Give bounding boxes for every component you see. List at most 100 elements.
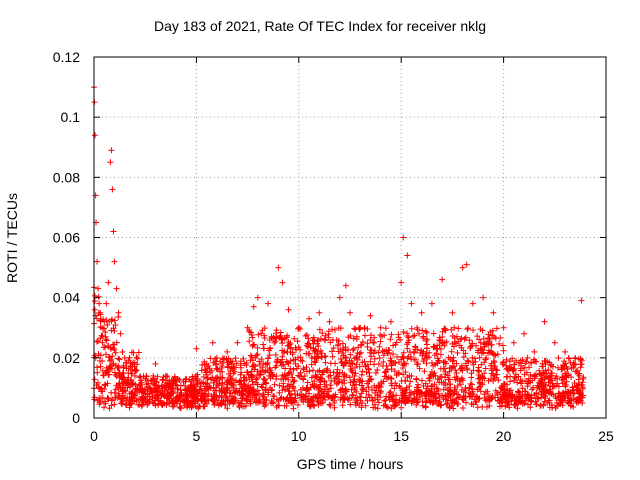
- data-marker: [448, 326, 455, 333]
- data-marker: [487, 362, 494, 369]
- data-marker: [203, 368, 210, 375]
- data-marker: [279, 353, 286, 360]
- data-marker: [198, 392, 205, 399]
- data-marker: [475, 372, 482, 379]
- data-marker: [473, 342, 480, 349]
- data-marker: [538, 391, 545, 398]
- data-marker: [205, 385, 212, 392]
- data-marker: [138, 401, 145, 408]
- data-marker: [132, 390, 139, 397]
- data-marker: [329, 326, 336, 333]
- data-marker: [234, 339, 241, 346]
- data-marker: [292, 391, 299, 398]
- data-marker: [504, 373, 511, 380]
- data-marker: [492, 352, 499, 359]
- y-tick-label: 0.02: [53, 350, 80, 366]
- data-marker: [351, 378, 358, 385]
- data-marker: [580, 374, 587, 381]
- data-marker: [148, 378, 155, 385]
- data-marker: [305, 350, 312, 357]
- data-marker: [361, 358, 368, 365]
- data-marker: [315, 374, 322, 381]
- data-marker: [109, 396, 116, 403]
- data-marker: [521, 388, 528, 395]
- data-marker: [285, 376, 292, 383]
- data-marker: [511, 397, 518, 404]
- data-marker: [273, 362, 280, 369]
- data-marker: [383, 403, 390, 410]
- data-marker: [112, 349, 119, 356]
- data-marker: [156, 398, 163, 405]
- data-marker: [339, 369, 346, 376]
- data-marker: [93, 338, 100, 345]
- data-marker: [400, 329, 407, 336]
- data-marker: [114, 364, 121, 371]
- data-marker: [296, 373, 303, 380]
- data-marker: [186, 376, 193, 383]
- x-tick-label: 15: [393, 428, 409, 444]
- data-marker: [465, 325, 472, 332]
- data-marker: [311, 353, 318, 360]
- data-marker: [210, 396, 217, 403]
- data-marker: [250, 361, 257, 368]
- data-marker: [260, 341, 267, 348]
- data-marker: [381, 373, 388, 380]
- data-marker: [311, 337, 318, 344]
- data-marker: [539, 371, 546, 378]
- data-marker: [565, 390, 572, 397]
- data-marker: [228, 358, 235, 365]
- data-marker: [490, 370, 497, 377]
- x-tick-label: 10: [291, 428, 307, 444]
- data-marker: [146, 396, 153, 403]
- data-marker: [536, 367, 543, 374]
- data-marker: [375, 399, 382, 406]
- data-marker: [429, 398, 436, 405]
- data-marker: [205, 391, 212, 398]
- data-marker: [508, 364, 515, 371]
- data-marker: [180, 378, 187, 385]
- data-marker: [439, 276, 446, 283]
- data-marker: [227, 390, 234, 397]
- data-marker: [123, 359, 130, 366]
- data-marker: [362, 402, 369, 409]
- data-marker: [441, 342, 448, 349]
- data-marker: [111, 317, 118, 324]
- data-marker: [419, 327, 426, 334]
- data-marker: [388, 405, 395, 412]
- data-marker: [307, 344, 314, 351]
- data-marker: [436, 336, 443, 343]
- data-marker: [501, 381, 508, 387]
- data-marker: [95, 337, 102, 344]
- data-marker: [112, 386, 119, 393]
- data-marker: [525, 378, 532, 385]
- data-marker: [372, 404, 379, 411]
- data-marker: [91, 376, 98, 383]
- data-marker: [387, 388, 394, 395]
- data-marker: [392, 402, 399, 409]
- data-marker: [245, 392, 252, 399]
- data-marker: [182, 396, 189, 403]
- data-marker: [489, 365, 496, 372]
- data-marker: [512, 371, 519, 378]
- data-marker: [98, 385, 105, 392]
- data-marker: [108, 402, 115, 409]
- data-marker: [503, 356, 510, 363]
- data-marker: [561, 358, 568, 365]
- data-marker: [387, 355, 394, 362]
- data-marker: [176, 404, 183, 411]
- data-marker: [470, 367, 477, 374]
- dense-band-markers: [91, 284, 587, 412]
- data-marker: [152, 385, 159, 392]
- data-marker: [105, 371, 112, 378]
- data-marker: [110, 360, 117, 367]
- data-marker: [325, 394, 332, 401]
- data-marker: [521, 330, 528, 337]
- data-marker: [385, 349, 392, 356]
- data-marker: [281, 335, 288, 342]
- data-marker: [423, 350, 430, 357]
- data-marker: [312, 373, 319, 380]
- data-marker: [240, 380, 247, 387]
- data-marker: [204, 380, 211, 387]
- data-marker: [507, 387, 514, 394]
- data-marker: [368, 386, 375, 393]
